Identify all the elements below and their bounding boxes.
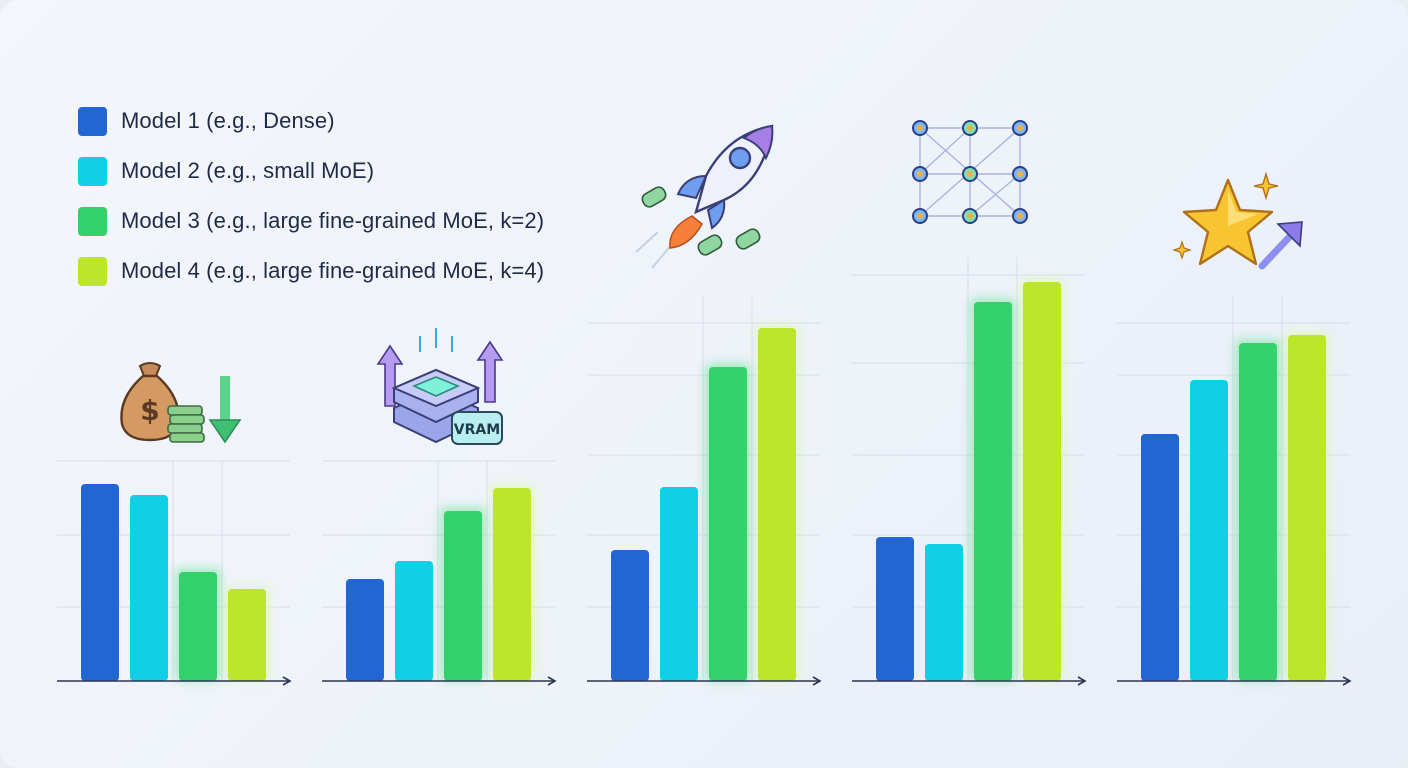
neural-network-icon: [912, 120, 1028, 224]
legend-swatch-model-4: [78, 256, 107, 286]
legend-item-model-2: Model 2 (e.g., small MoE): [78, 146, 544, 196]
bar-3-model-4: [758, 328, 796, 681]
legend-label-model-3: Model 3 (e.g., large fine-grained MoE, k…: [121, 208, 545, 233]
legend-item-model-4: Model 4 (e.g., large fine-grained MoE, k…: [78, 246, 544, 296]
bar-3-model-3: [709, 367, 747, 681]
legend-swatch-model-2: [78, 156, 107, 186]
bar-2-model-2: [395, 561, 433, 681]
legend-label-model-4: Model 4 (e.g., large fine-grained MoE, k…: [121, 258, 545, 283]
bar-2-model-1: [346, 579, 384, 681]
bar-5-model-1: [1141, 434, 1179, 681]
bar-1-model-4: [228, 589, 266, 681]
bar-5-model-3: [1239, 343, 1277, 681]
bar-1-model-1: [81, 484, 119, 681]
legend-item-model-1: Model 1 (e.g., Dense): [78, 96, 544, 146]
bar-2-model-4: [493, 488, 531, 681]
legend-label-model-1: Model 1 (e.g., Dense): [121, 108, 335, 133]
bar-3-model-1: [611, 550, 649, 681]
bar-4-model-3: [974, 302, 1012, 681]
vram-label: VRAM: [454, 422, 500, 438]
bar-1-model-2: [130, 495, 168, 681]
bar-5-model-4: [1288, 335, 1326, 681]
legend-label-model-2: Model 2 (e.g., small MoE): [121, 158, 375, 183]
vram-server-icon: VRAM: [376, 328, 504, 445]
legend: Model 1 (e.g., Dense) Model 2 (e.g., sma…: [78, 96, 544, 296]
bar-4-model-2: [925, 544, 963, 681]
bar-4-model-1: [876, 537, 914, 681]
bar-2-model-3: [444, 511, 482, 681]
legend-swatch-model-3: [78, 206, 107, 236]
rocket-icon: [635, 124, 774, 269]
money-bag-down-arrow-icon: $: [120, 362, 242, 444]
bar-5-model-2: [1190, 380, 1228, 681]
legend-item-model-3: Model 3 (e.g., large fine-grained MoE, k…: [78, 196, 544, 246]
legend-swatch-model-1: [78, 106, 107, 136]
bar-4-model-4: [1023, 282, 1061, 681]
bar-1-model-3: [179, 572, 217, 681]
bar-3-model-2: [660, 487, 698, 681]
svg-text:$: $: [140, 394, 159, 427]
star-up-arrow-icon: [1172, 171, 1303, 270]
